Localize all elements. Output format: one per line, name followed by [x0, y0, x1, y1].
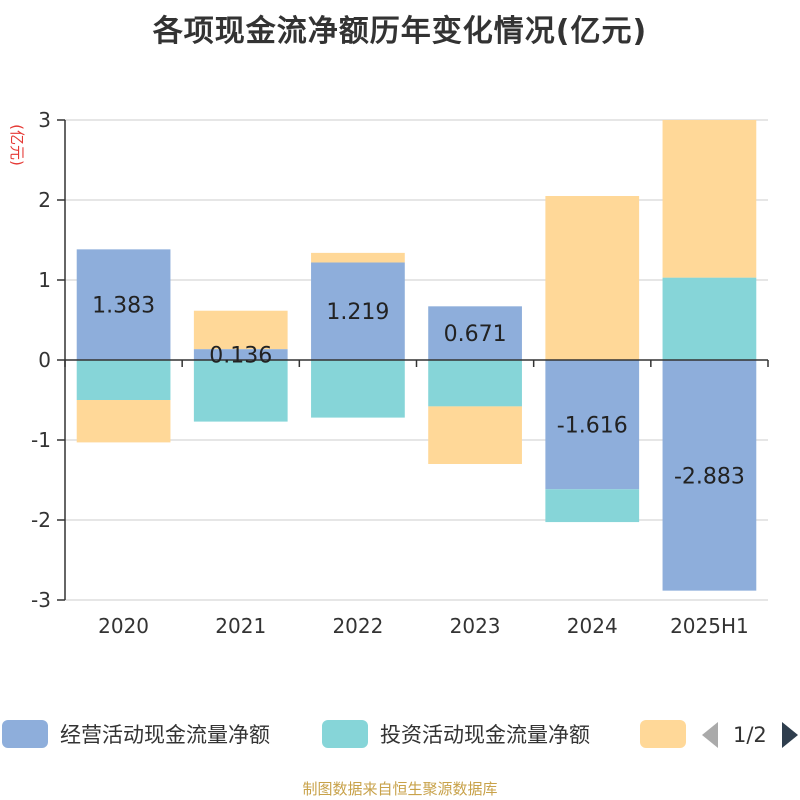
legend-item-3[interactable] [640, 720, 686, 748]
legend: 经营活动现金流量净额 投资活动现金流量净额 1/2 [2, 720, 798, 748]
x-tick-label: 2025H1 [670, 614, 749, 638]
data-label: 1.219 [326, 300, 389, 325]
chart-title: 各项现金流净额历年变化情况(亿元) [152, 14, 648, 49]
y-tick-label: -1 [31, 428, 51, 452]
bar-2023-series-1[interactable] [428, 306, 522, 360]
y-axis-unit-label: (亿元) [8, 124, 26, 166]
bar-2024-series-2[interactable] [545, 489, 640, 523]
legend-label: 投资活动现金流量净额 [380, 723, 590, 747]
y-tick-label: 1 [38, 268, 51, 292]
bar-2025H1-series-2[interactable] [662, 277, 757, 360]
source-footer: 制图数据来自恒生聚源数据库 [302, 780, 498, 798]
bar-2023-series-2[interactable] [428, 360, 522, 407]
y-tick-label: 3 [38, 108, 51, 132]
bar-2020-series-3[interactable] [76, 400, 171, 443]
label-layer: 1.383 0.136 1.219 0.671 -1.616 -2.883 [92, 294, 745, 490]
x-tick-label: 2022 [332, 614, 383, 638]
legend-prev-page-icon[interactable] [702, 722, 718, 748]
bar-2025H1-series-1[interactable] [662, 360, 757, 591]
y-tick-label: -3 [31, 588, 51, 612]
legend-swatch [2, 720, 48, 748]
legend-next-page-icon[interactable] [782, 722, 798, 748]
bar-2020-series-2[interactable] [76, 360, 171, 400]
y-tick-label: 0 [38, 348, 51, 372]
x-tick-label: 2021 [215, 614, 266, 638]
bar-2021-series-3[interactable] [193, 310, 288, 350]
data-label: 0.671 [444, 322, 507, 347]
legend-page-indicator: 1/2 [733, 723, 767, 747]
y-tick-label: 2 [38, 188, 51, 212]
bar-2023-series-3[interactable] [428, 406, 522, 464]
bar-2022-series-2[interactable] [311, 360, 405, 418]
bar-layer [76, 120, 757, 591]
axis-layer: 3 2 1 0 -1 -2 -3 (亿元) 2020 2021 2022 2023 2024 2025H1 [8, 108, 769, 638]
legend-item-2[interactable]: 投资活动现金流量净额 [322, 720, 590, 748]
legend-swatch [322, 720, 368, 748]
bar-2025H1-series-3[interactable] [662, 120, 757, 278]
x-tick-label: 2024 [567, 614, 618, 638]
bar-2024-series-3[interactable] [545, 196, 640, 360]
data-label: -1.616 [557, 414, 628, 439]
data-label: -2.883 [674, 464, 745, 489]
x-tick-label: 2023 [450, 614, 501, 638]
bar-2020-series-1[interactable] [76, 249, 171, 360]
y-tick-label: -2 [31, 508, 51, 532]
data-label: 0.136 [209, 344, 272, 369]
legend-label: 经营活动现金流量净额 [60, 723, 270, 747]
bar-2021-series-2[interactable] [193, 360, 288, 422]
bar-2024-series-1[interactable] [545, 360, 640, 490]
x-tick-label: 2020 [98, 614, 149, 638]
data-label: 1.383 [92, 294, 155, 319]
legend-item-1[interactable]: 经营活动现金流量净额 [2, 720, 270, 748]
legend-swatch [640, 720, 686, 748]
bar-2021-series-1[interactable] [193, 349, 288, 360]
bar-2022-series-3[interactable] [311, 252, 405, 263]
bar-2022-series-1[interactable] [311, 262, 405, 360]
